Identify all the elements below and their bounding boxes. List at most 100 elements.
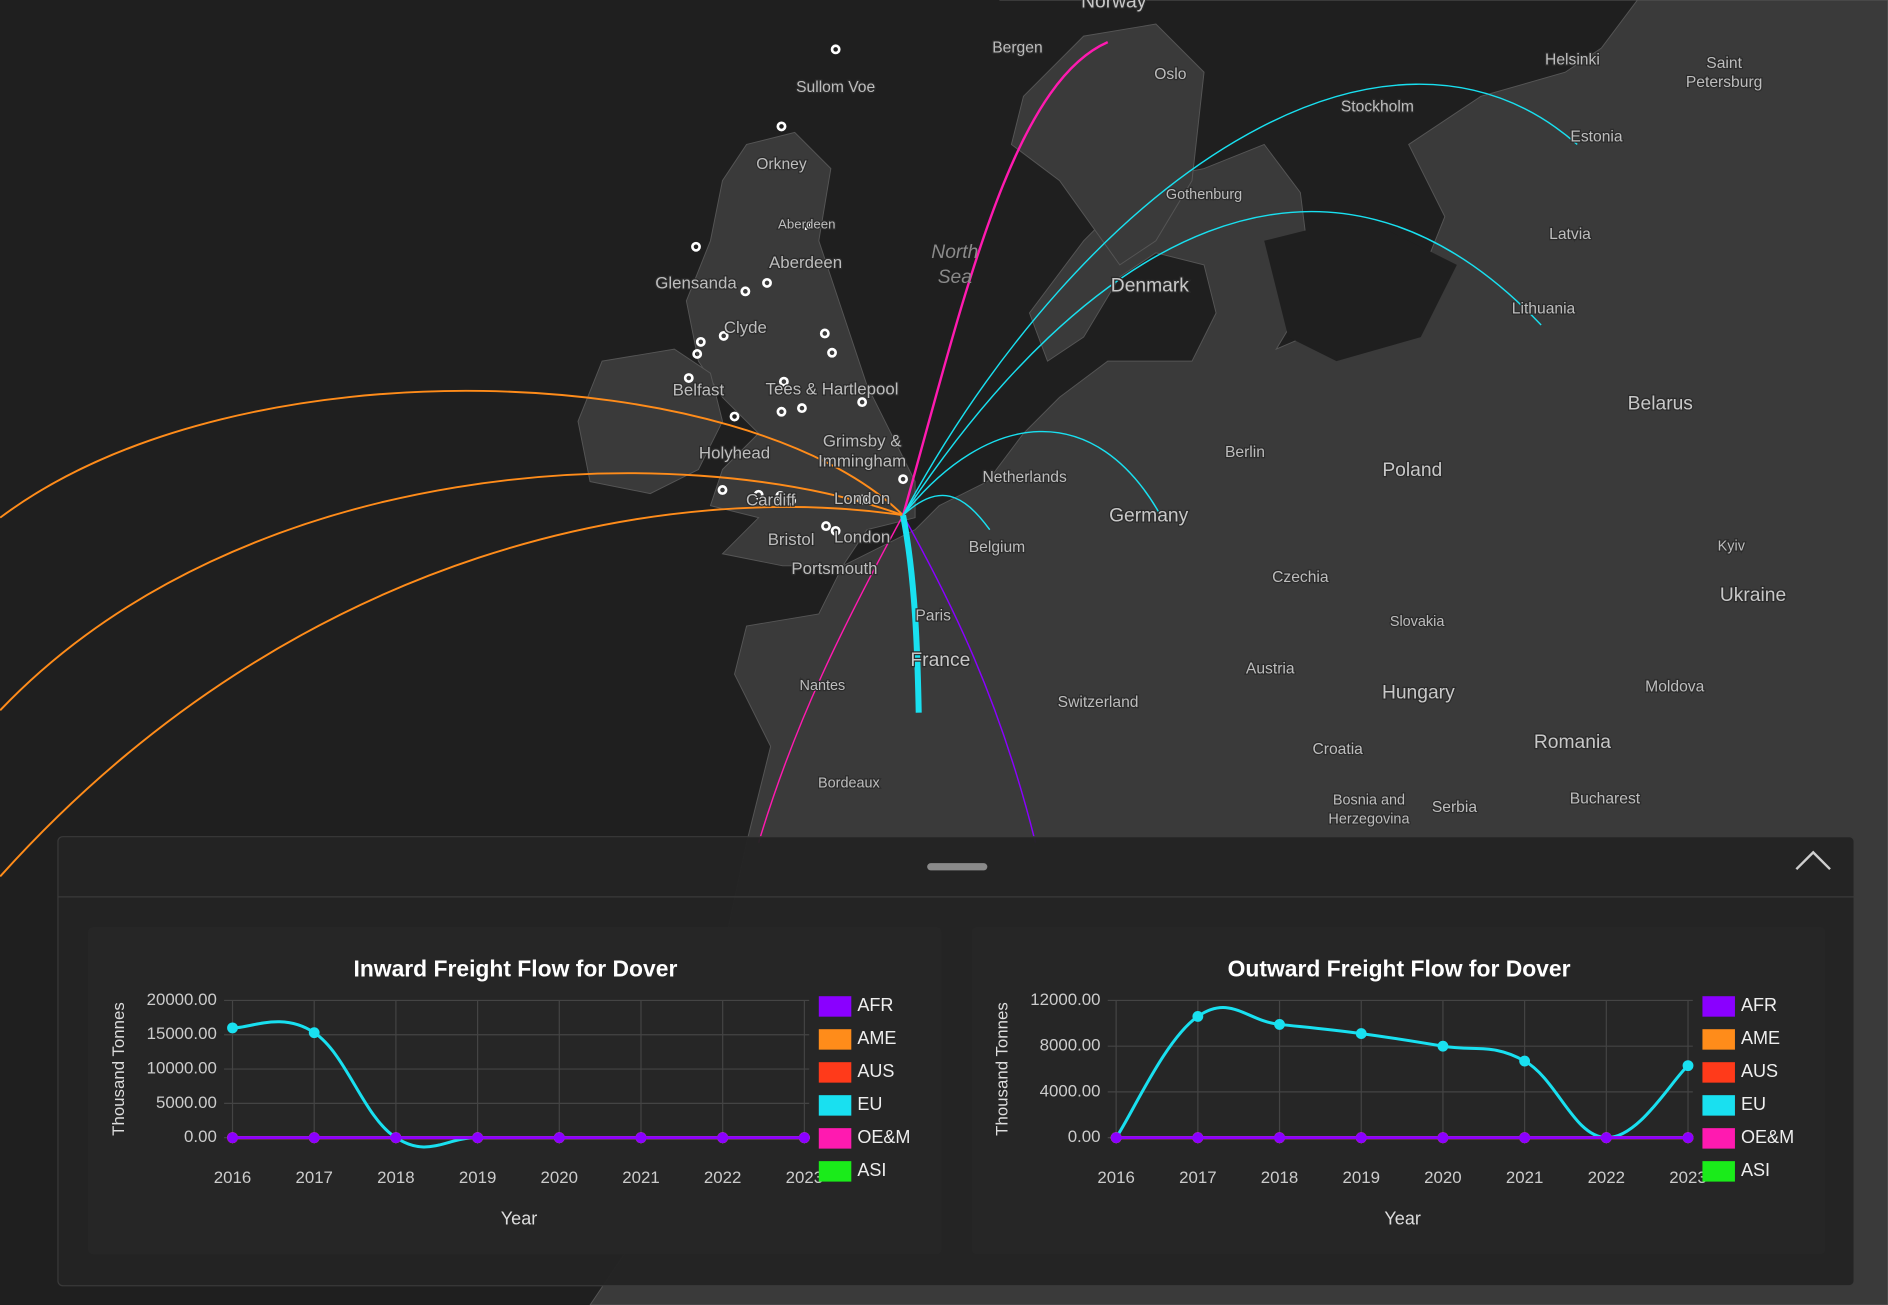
map-label: Glensanda <box>655 274 737 293</box>
legend-label: ASI <box>857 1160 886 1180</box>
norway <box>1010 23 1205 266</box>
flow-line <box>901 41 1109 516</box>
map-label: Paris <box>915 608 951 625</box>
y-tick-label: 4000.00 <box>1040 1081 1101 1100</box>
map-label: Czechia <box>1272 569 1329 586</box>
port <box>729 411 740 422</box>
map-label: Sea <box>938 267 973 288</box>
legend-label: OE&M <box>857 1127 910 1147</box>
data-point <box>227 1132 238 1144</box>
legend-swatch <box>1702 1029 1735 1050</box>
port <box>762 277 772 288</box>
port <box>857 397 868 408</box>
x-tick-label: 2016 <box>214 1168 251 1187</box>
flow-line <box>0 506 904 878</box>
map-label: Stockholm <box>1341 98 1414 115</box>
x-tick-label: 2020 <box>541 1168 578 1187</box>
data-point <box>1682 1060 1694 1072</box>
y-tick-label: 15000.00 <box>147 1024 217 1043</box>
map-label: Moldova <box>1645 679 1704 696</box>
port <box>819 328 830 339</box>
flow-line <box>0 472 904 711</box>
port <box>898 474 909 485</box>
y-tick-label: 0.00 <box>1068 1127 1101 1146</box>
x-tick-label: 2021 <box>622 1168 659 1187</box>
flow-line <box>902 210 1542 516</box>
port <box>800 220 811 231</box>
map-label: North <box>931 242 978 263</box>
port <box>740 286 751 297</box>
map-label: Cardiff <box>746 490 796 509</box>
y-tick-label: 20000.00 <box>147 990 217 1009</box>
legend-label: OE&M <box>1741 1127 1794 1147</box>
map-label: Petersburg <box>1686 74 1763 91</box>
x-tick-label: 2018 <box>1261 1168 1298 1187</box>
x-tick-label: 2017 <box>295 1168 332 1187</box>
map-label: Portsmouth <box>791 559 877 578</box>
x-tick-label: 2016 <box>1097 1168 1134 1187</box>
map-label: Bristol <box>768 530 815 549</box>
y-tick-label: 10000.00 <box>147 1058 217 1077</box>
port <box>691 241 701 252</box>
map-label: Lithuania <box>1512 301 1576 318</box>
map-label: Belarus <box>1628 394 1693 415</box>
chart-card <box>971 926 1826 1255</box>
drag-handle[interactable] <box>927 863 988 871</box>
data-point <box>1519 1132 1531 1144</box>
x-tick-label: 2018 <box>377 1168 414 1187</box>
map-label: Bergen <box>992 39 1042 56</box>
y-tick-label: 0.00 <box>184 1127 217 1146</box>
port <box>827 347 837 358</box>
x-tick-label: 2023 <box>1669 1168 1706 1187</box>
x-tick-label: 2017 <box>1179 1168 1216 1187</box>
map-label: Aberdeen <box>769 253 842 272</box>
port <box>786 495 797 506</box>
y-tick-label: 12000.00 <box>1030 990 1100 1009</box>
legend-label: AFR <box>1741 995 1777 1015</box>
map-label: Ukraine <box>1720 585 1786 606</box>
x-axis-title: Year <box>501 1208 537 1228</box>
map-label: Poland <box>1382 460 1442 481</box>
map-label: Slovakia <box>1390 614 1446 630</box>
map-label: Estonia <box>1570 128 1622 145</box>
legend-label: AUS <box>1741 1061 1778 1081</box>
map-label: Herzegovina <box>1328 812 1410 828</box>
legend-swatch <box>1702 1128 1735 1149</box>
chart-card <box>88 926 942 1255</box>
map-label: London <box>834 528 890 547</box>
data-point <box>1600 1132 1612 1144</box>
map-label: Netherlands <box>982 469 1067 486</box>
map-label: Holyhead <box>699 443 770 462</box>
flow-line <box>902 430 1163 519</box>
flows <box>0 41 1578 878</box>
map-label: Austria <box>1246 660 1295 677</box>
map-label: Bosnia and <box>1333 792 1405 808</box>
x-axis-title: Year <box>1384 1208 1420 1228</box>
port <box>692 349 703 359</box>
collapse-button[interactable] <box>1795 850 1831 871</box>
legend-swatch <box>1702 1062 1735 1083</box>
flow-line <box>0 389 904 519</box>
data-point <box>472 1132 484 1144</box>
map-label: Aberdeen <box>778 217 835 232</box>
port <box>797 403 807 414</box>
data-point <box>717 1132 729 1144</box>
x-tick-label: 2022 <box>704 1168 741 1187</box>
data-point <box>227 1022 238 1034</box>
map-label: Norway <box>1081 0 1147 13</box>
x-tick-label: 2023 <box>786 1168 823 1187</box>
data-point <box>1274 1132 1285 1144</box>
data-point <box>1437 1040 1449 1052</box>
map-label: Belfast <box>673 381 725 400</box>
data-point <box>1437 1132 1449 1144</box>
map-label: Grimsby & <box>823 431 902 450</box>
data-point <box>1519 1055 1531 1067</box>
port <box>776 406 787 417</box>
data-point <box>1274 1019 1285 1030</box>
map-label: Nantes <box>800 678 846 694</box>
data-point <box>1682 1132 1694 1144</box>
map-label: Gothenburg <box>1166 187 1242 203</box>
flow-line <box>902 83 1578 516</box>
port <box>857 494 868 505</box>
